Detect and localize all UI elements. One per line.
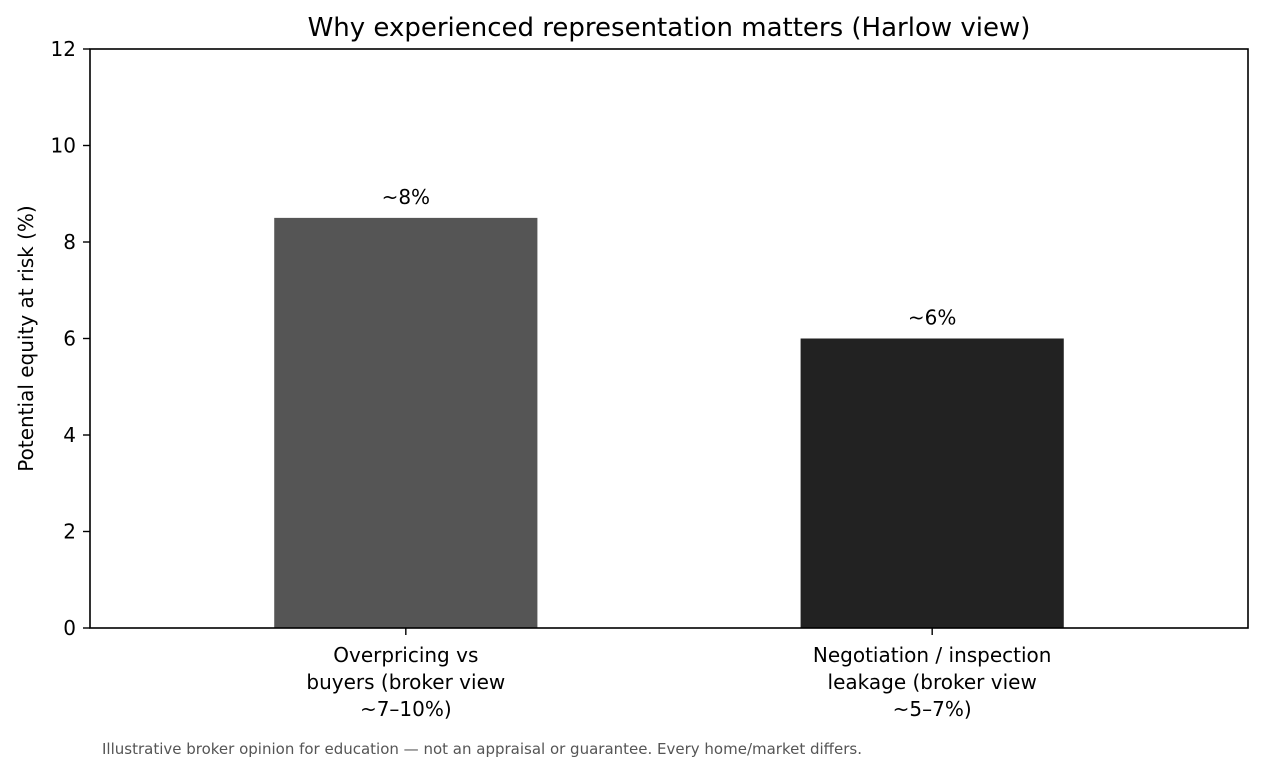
x-tick-label: Overpricing vs buyers (broker view ~7–10%) <box>306 643 505 721</box>
bar-value-label: ~6% <box>908 306 957 330</box>
data-labels-layer: ~8% ~6% <box>382 185 957 330</box>
y-tick-label: 4 <box>63 423 76 447</box>
bars-layer <box>274 217 1064 628</box>
bar-chart: Why experienced representation matters (… <box>14 13 1249 721</box>
footnote: Illustrative broker opinion for educatio… <box>102 740 862 758</box>
x-tick-label-line: Negotiation / inspection <box>813 643 1052 667</box>
bar <box>274 217 538 628</box>
x-tick-label: Negotiation / inspection leakage (broker … <box>813 643 1052 721</box>
y-tick-label: 8 <box>63 230 76 254</box>
x-tick-label-line: Overpricing vs <box>333 643 478 667</box>
bar <box>800 338 1064 628</box>
plot-frame <box>89 48 1249 629</box>
y-axis-ticks: 0 2 4 6 8 10 12 <box>51 37 90 640</box>
y-tick-label: 12 <box>51 37 76 61</box>
x-tick-label-line: leakage (broker view <box>828 670 1037 694</box>
x-tick-label-line: ~5–7%) <box>893 697 972 721</box>
y-axis-label: Potential equity at risk (%) <box>14 205 38 471</box>
y-tick-label: 6 <box>63 327 76 351</box>
chart-title: Why experienced representation matters (… <box>308 13 1031 43</box>
bar-value-label: ~8% <box>382 185 431 209</box>
x-tick-label-line: ~7–10%) <box>360 697 452 721</box>
x-axis-ticks: Overpricing vs buyers (broker view ~7–10%)… <box>306 628 1051 721</box>
y-tick-label: 10 <box>51 134 76 158</box>
y-tick-label: 2 <box>63 520 76 544</box>
y-tick-label: 0 <box>63 616 76 640</box>
x-tick-label-line: buyers (broker view <box>306 670 505 694</box>
